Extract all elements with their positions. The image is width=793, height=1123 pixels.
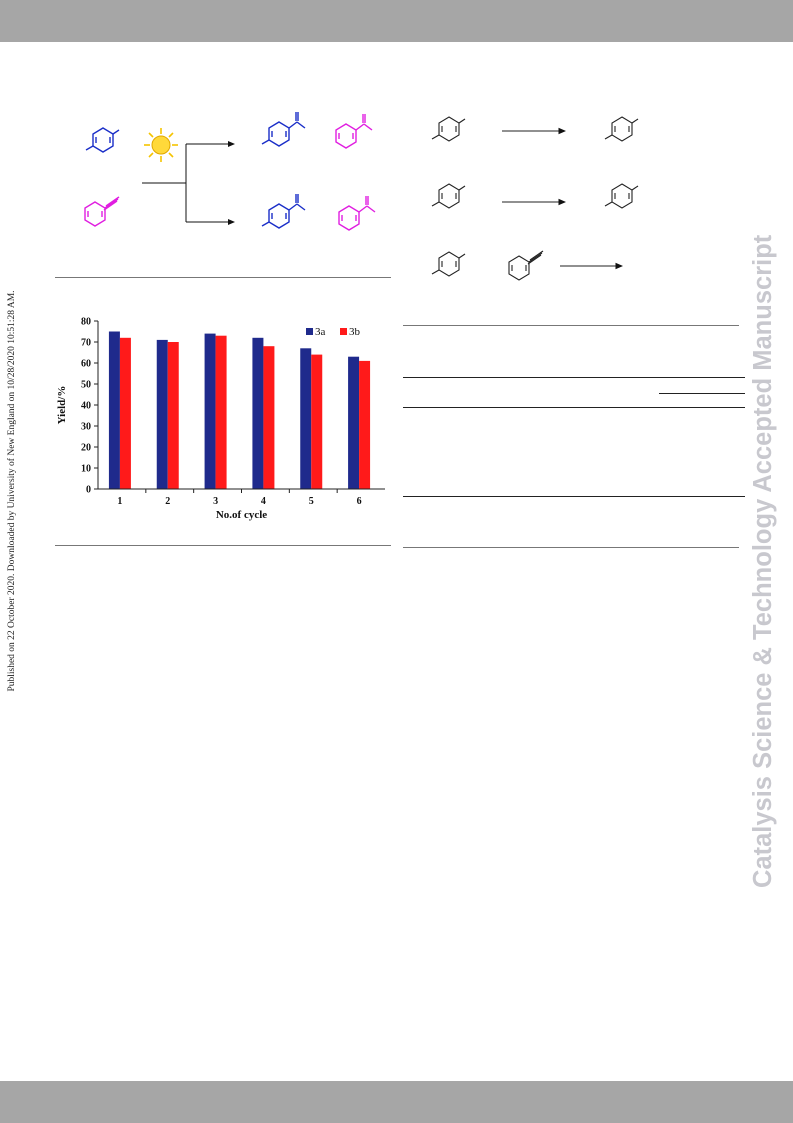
y-tick-label: 0 xyxy=(86,485,91,496)
scheme-right-row2 xyxy=(431,183,639,209)
chart-bars xyxy=(108,331,371,489)
x-tick-label: 6 xyxy=(357,496,362,507)
scheme-right-row3 xyxy=(431,250,624,281)
table-rule-body xyxy=(403,407,745,408)
legend-label-3b: 3b xyxy=(349,326,361,338)
footer-bar xyxy=(0,1081,793,1123)
y-tick-label: 20 xyxy=(81,443,91,454)
y-axis-ticks: 0 10 20 30 40 50 60 70 80 xyxy=(81,317,98,496)
bar-3a-cycle-4 xyxy=(252,337,264,489)
product-3b-top xyxy=(335,114,373,149)
bar-3b-cycle-6 xyxy=(359,360,371,489)
y-tick-label: 40 xyxy=(81,401,91,412)
figure-rule-bottom-left xyxy=(55,545,391,546)
y-tick-label: 60 xyxy=(81,359,91,370)
x-axis-label: No.of cycle xyxy=(216,509,267,521)
x-axis-ticks: 1 2 3 4 5 6 xyxy=(117,489,362,507)
x-tick-label: 5 xyxy=(309,496,314,507)
product-3b-bottom xyxy=(338,196,376,231)
bar-3b-cycle-1 xyxy=(119,337,131,489)
y-tick-label: 80 xyxy=(81,317,91,328)
reactant-phenylacetylene xyxy=(84,196,120,227)
legend-label-3a: 3a xyxy=(315,326,326,338)
y-axis-label: Yield/% xyxy=(56,386,68,425)
journal-watermark: Catalysis Science & Technology Accepted … xyxy=(749,234,777,888)
bar-3a-cycle-5 xyxy=(300,348,312,489)
chart-legend: 3a 3b xyxy=(306,326,361,338)
bar-3b-cycle-2 xyxy=(167,342,179,489)
x-tick-label: 3 xyxy=(213,496,218,507)
legend-swatch-3a xyxy=(306,328,313,335)
x-tick-label: 4 xyxy=(261,496,266,507)
bar-3a-cycle-3 xyxy=(204,333,216,489)
bar-3a-cycle-2 xyxy=(156,339,168,489)
header-bar xyxy=(0,0,793,42)
reaction-schemes xyxy=(84,112,639,281)
reactant-toluene-ring xyxy=(85,127,120,153)
sun-icon xyxy=(144,128,178,162)
legend-swatch-3b xyxy=(340,328,347,335)
scheme-right-row1 xyxy=(431,116,639,142)
product-3a-top xyxy=(261,112,306,147)
table-rule-subheader xyxy=(659,393,745,394)
bar-3b-cycle-3 xyxy=(215,335,227,489)
y-tick-label: 10 xyxy=(81,464,91,475)
x-tick-label: 1 xyxy=(117,496,122,507)
y-tick-label: 30 xyxy=(81,422,91,433)
bar-3a-cycle-1 xyxy=(108,331,120,489)
figure-rule-top-left xyxy=(55,277,391,278)
table-rule-bottom xyxy=(403,547,739,548)
bar-3b-cycle-5 xyxy=(311,354,323,489)
product-3a-bottom xyxy=(261,194,306,229)
bar-3b-cycle-4 xyxy=(263,346,275,489)
recyclability-bar-chart: 0 10 20 30 40 50 60 70 80 1 2 3 4 5 6 Yield/% No.of c… xyxy=(56,317,385,521)
bar-3a-cycle-6 xyxy=(348,356,360,489)
table-rule-top xyxy=(403,325,739,326)
branch-arrows xyxy=(142,141,235,225)
y-tick-label: 50 xyxy=(81,380,91,391)
table-rule-end xyxy=(403,496,745,497)
table-rule-header xyxy=(403,377,745,378)
x-tick-label: 2 xyxy=(165,496,170,507)
y-tick-label: 70 xyxy=(81,338,91,349)
